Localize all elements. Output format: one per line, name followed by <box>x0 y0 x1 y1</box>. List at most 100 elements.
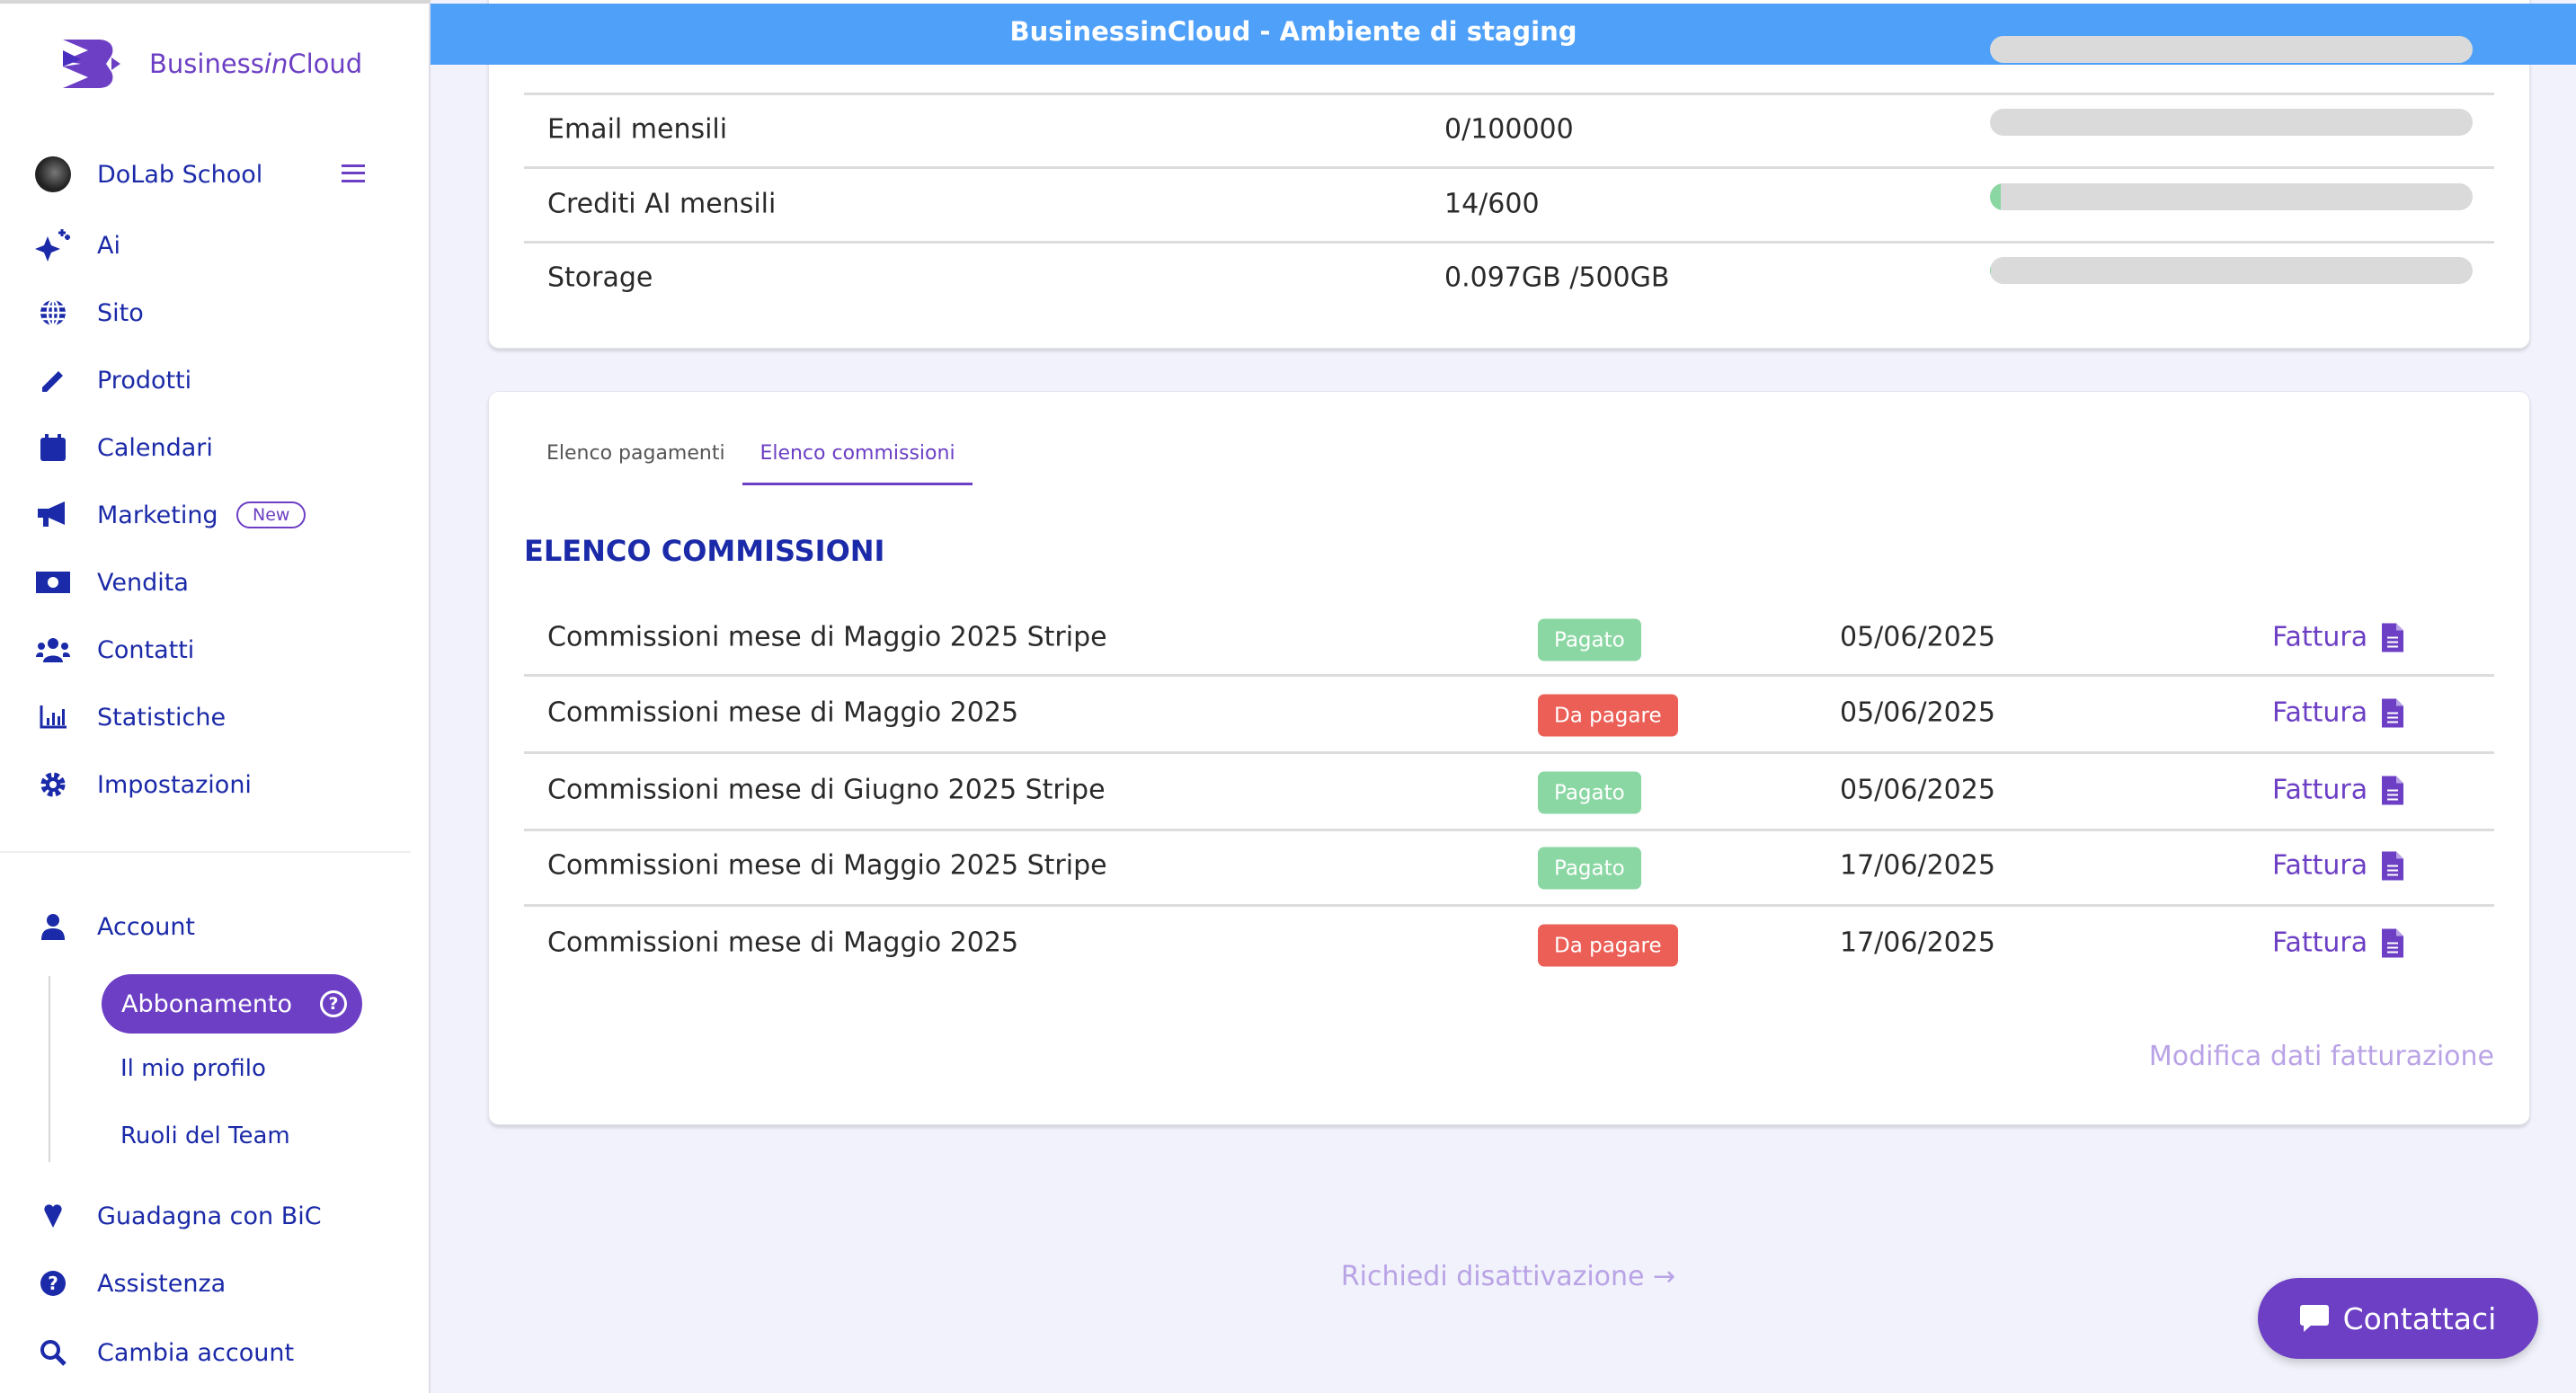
logo-icon <box>63 40 120 88</box>
account-switcher[interactable]: DoLab School <box>0 152 395 197</box>
submenu-line <box>49 976 50 1162</box>
sidebar-item-label: Assistenza <box>97 1269 227 1298</box>
invoice-label: Fattura <box>2272 927 2368 959</box>
sidebar-item-label: Cambia account <box>97 1338 295 1367</box>
row-divider <box>524 93 2494 95</box>
sidebar-item-label: Ai <box>97 231 120 260</box>
row-divider <box>524 241 2494 244</box>
file-icon <box>2382 776 2404 804</box>
sidebar-item-label: Sito <box>97 298 144 327</box>
sidebar: BusinessinCloud DoLab School Ai Sito Pro… <box>0 0 431 1393</box>
status-badge: Pagato <box>1538 847 1641 890</box>
sidebar-subitem-abbonamento[interactable]: Abbonamento ? <box>102 974 362 1034</box>
brand-text: Business <box>149 49 264 79</box>
sidebar-item-label: Statistiche <box>97 703 227 732</box>
search-icon <box>34 1335 72 1371</box>
sidebar-item-label: Prodotti <box>97 366 192 395</box>
megaphone-icon <box>34 497 72 533</box>
sidebar-item-label: Impostazioni <box>97 770 252 799</box>
sidebar-item-label: Account <box>97 912 196 941</box>
users-icon <box>34 632 72 668</box>
globe-icon <box>34 295 72 331</box>
help-icon[interactable]: ? <box>320 990 347 1017</box>
row-divider <box>524 166 2494 169</box>
heart-icon <box>34 1198 72 1234</box>
status-badge: Pagato <box>1538 771 1641 814</box>
tab-elenco-commissioni[interactable]: Elenco commissioni <box>742 442 973 485</box>
commission-desc: Commissioni mese di Maggio 2025 <box>547 696 1019 729</box>
invoice-label: Fattura <box>2272 774 2368 806</box>
file-icon <box>2382 928 2404 957</box>
invoice-label: Fattura <box>2272 621 2368 653</box>
invoice-label: Fattura <box>2272 696 2368 729</box>
file-icon <box>2382 698 2404 727</box>
row-divider <box>524 904 2494 907</box>
usage-label: Crediti AI mensili <box>547 188 777 220</box>
new-badge: New <box>236 501 306 528</box>
status-badge: Da pagare <box>1538 694 1678 737</box>
sidebar-item-label: Guadagna con BiC <box>97 1202 322 1230</box>
commission-desc: Commissioni mese di Maggio 2025 <box>547 927 1019 959</box>
section-title: ELENCO COMMISSIONI <box>524 534 885 568</box>
invoice-link[interactable]: Fattura <box>2272 849 2404 882</box>
invoice-link[interactable]: Fattura <box>2272 927 2404 959</box>
sidebar-item-label: Marketing <box>97 501 218 529</box>
commission-date: 17/06/2025 <box>1840 927 1995 959</box>
commission-desc: Commissioni mese di Giugno 2025 Stripe <box>547 774 1106 806</box>
commission-desc: Commissioni mese di Maggio 2025 Stripe <box>547 621 1107 653</box>
svg-text:?: ? <box>48 1273 58 1294</box>
file-icon <box>2382 623 2404 652</box>
tab-elenco-pagamenti[interactable]: Elenco pagamenti <box>546 442 725 465</box>
edit-billing-link[interactable]: Modifica dati fatturazione <box>2148 1041 2494 1072</box>
usage-progress-bar <box>1990 109 2473 136</box>
account-name: DoLab School <box>97 160 263 189</box>
sidebar-subitem-ruoli[interactable]: Ruoli del Team <box>120 1122 290 1149</box>
menu-icon[interactable] <box>342 164 365 182</box>
invoice-link[interactable]: Fattura <box>2272 696 2404 729</box>
usage-label: Storage <box>547 262 653 294</box>
commissions-card <box>488 391 2530 1125</box>
commission-date: 17/06/2025 <box>1840 849 1995 882</box>
status-badge: Pagato <box>1538 618 1641 661</box>
status-badge: Da pagare <box>1538 924 1678 967</box>
sidebar-item-label: Calendari <box>97 433 213 462</box>
commission-date: 05/06/2025 <box>1840 696 1995 729</box>
contact-button[interactable]: Contattaci <box>2258 1278 2538 1359</box>
usage-bar-hidden-row <box>1990 36 2473 63</box>
brand-text-in: in <box>263 49 289 79</box>
deactivate-link[interactable]: Richiedi disattivazione → <box>1340 1261 1676 1292</box>
money-icon <box>34 564 72 600</box>
row-divider <box>524 751 2494 754</box>
invoice-link[interactable]: Fattura <box>2272 621 2404 653</box>
avatar <box>34 156 72 192</box>
logo[interactable]: BusinessinCloud <box>61 40 362 88</box>
usage-progress-bar <box>1990 183 2473 210</box>
row-divider <box>524 829 2494 831</box>
banner-title: BusinessinCloud - Ambiente di staging <box>1009 16 1577 47</box>
question-icon: ? <box>34 1265 72 1301</box>
sidebar-item-label: Vendita <box>97 568 189 597</box>
sparkles-icon <box>34 227 72 263</box>
invoice-link[interactable]: Fattura <box>2272 774 2404 806</box>
usage-value: 0.097GB /500GB <box>1444 262 1670 294</box>
usage-value: 0/100000 <box>1444 113 1574 146</box>
sidebar-divider <box>0 851 411 853</box>
contact-label: Contattaci <box>2342 1300 2497 1336</box>
chat-icon <box>2299 1305 2329 1332</box>
usage-label: Email mensili <box>547 113 728 146</box>
row-divider <box>524 674 2494 677</box>
user-icon <box>34 909 72 945</box>
calendar-icon <box>34 430 72 466</box>
chart-icon <box>34 699 72 735</box>
commission-desc: Commissioni mese di Maggio 2025 Stripe <box>547 849 1107 882</box>
commission-date: 05/06/2025 <box>1840 621 1995 653</box>
usage-value: 14/600 <box>1444 188 1540 220</box>
sidebar-subitem-profilo[interactable]: Il mio profilo <box>120 1055 266 1082</box>
file-icon <box>2382 851 2404 880</box>
usage-progress-bar <box>1990 257 2473 284</box>
commission-date: 05/06/2025 <box>1840 774 1995 806</box>
sidebar-subitem-label: Abbonamento <box>121 989 293 1018</box>
tab-label: Elenco commissioni <box>759 442 955 465</box>
gear-icon <box>34 767 72 803</box>
invoice-label: Fattura <box>2272 849 2368 882</box>
